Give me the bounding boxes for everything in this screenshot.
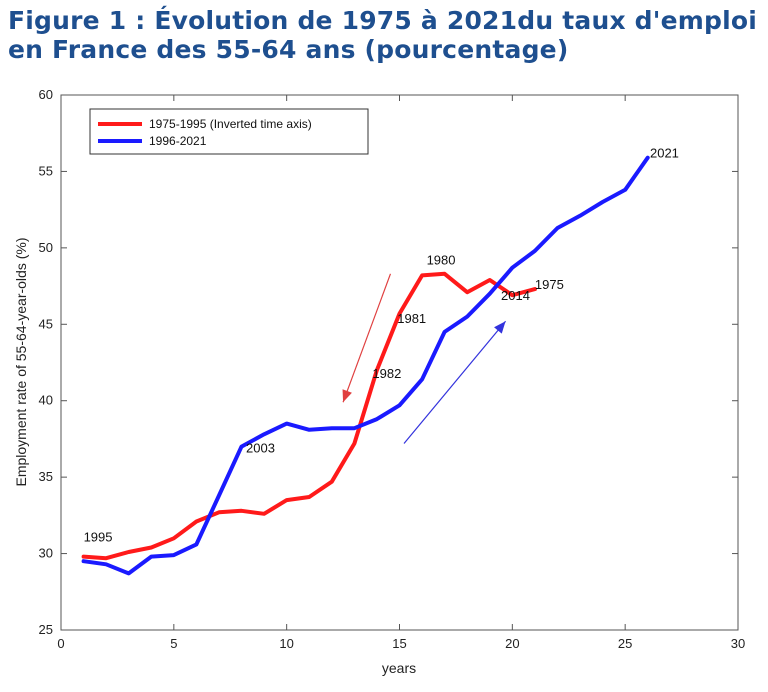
y-tick-label: 35	[39, 469, 53, 484]
x-tick-label: 25	[618, 636, 632, 651]
y-tick-label: 60	[39, 87, 53, 102]
trend-arrow-shaft	[342, 273, 392, 403]
x-axis-label: years	[382, 660, 416, 676]
trend-arrow-shaft	[403, 320, 507, 444]
y-tick-label: 30	[39, 546, 53, 561]
legend-box	[89, 108, 369, 155]
annotation-2021: 2021	[650, 146, 679, 161]
legend-label-1975-1995: 1975-1995 (Inverted time axis)	[149, 117, 312, 131]
series-line-1996-2021	[81, 155, 650, 576]
legend-label-1996-2021: 1996-2021	[149, 134, 207, 148]
legend: 1975-1995 (Inverted time axis) 1996-2021	[89, 108, 369, 155]
y-tick-label: 40	[39, 393, 53, 408]
y-tick-label: 25	[39, 622, 53, 637]
trend-arrow-head	[494, 321, 506, 334]
year-annotations: 1995 2003 1982 1981 1980 2014 1975 2021	[84, 146, 679, 545]
series-line-1975-1995	[81, 271, 537, 561]
x-tick-label: 10	[279, 636, 293, 651]
trend-arrow-head	[342, 389, 352, 403]
y-tick-label: 55	[39, 163, 53, 178]
x-tick-label: 20	[505, 636, 519, 651]
y-axis-label: Employment rate of 55-64-year-olds (%)	[13, 238, 29, 487]
y-tick-label: 45	[39, 316, 53, 331]
x-tick-label: 0	[57, 636, 64, 651]
annotation-1982: 1982	[372, 366, 401, 381]
y-tick-label: 50	[39, 240, 53, 255]
trend-arrows	[342, 273, 507, 444]
annotation-1980: 1980	[427, 253, 456, 268]
annotation-1995: 1995	[84, 529, 113, 544]
axis-ticks: 0 5 10 15 20 25 30 25 30 35 40 45 50 55 60	[39, 87, 746, 651]
annotation-2003: 2003	[246, 441, 275, 456]
annotation-1975: 1975	[535, 277, 564, 292]
figure-title: Figure 1 : Évolution de 1975 à 2021du ta…	[8, 6, 758, 64]
x-tick-label: 5	[170, 636, 177, 651]
plot-area	[60, 94, 739, 631]
series-lines	[81, 155, 650, 576]
x-tick-label: 30	[731, 636, 745, 651]
annotation-2014: 2014	[501, 288, 530, 303]
annotation-1981: 1981	[397, 311, 426, 326]
x-tick-label: 15	[392, 636, 406, 651]
